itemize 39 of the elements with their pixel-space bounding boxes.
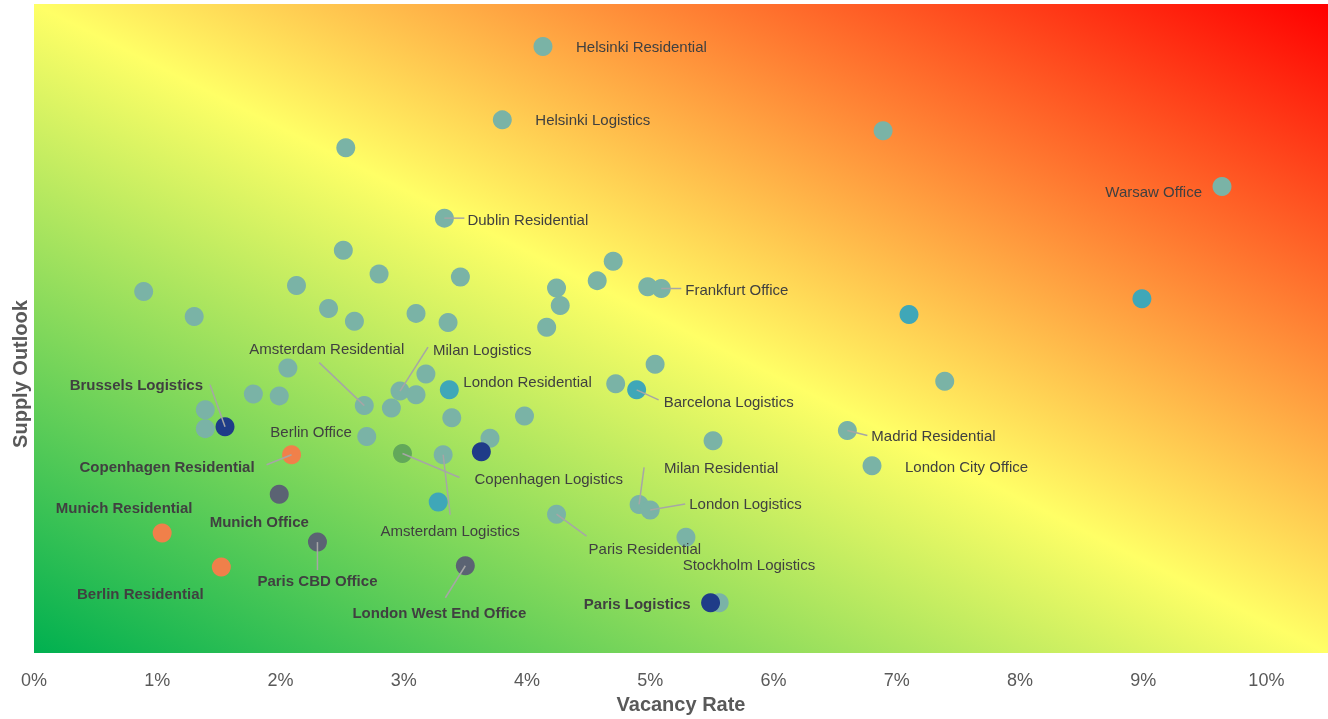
x-tick-label: 2% [267,670,294,691]
annotation: Helsinki Logistics [535,111,651,129]
x-tick-label: 9% [1130,670,1157,691]
x-tick-label: 5% [637,670,664,691]
annotation: Milan Logistics [433,340,532,358]
annotation: Warsaw Office [1105,183,1203,201]
annotation: Munich Residential [55,499,193,517]
annotation: Milan Residential [664,458,779,476]
annotation: Copenhagen Logistics [474,470,623,488]
annotation: Paris Residential [588,539,702,557]
annotation: London West End Office [352,604,527,622]
annotation: Amsterdam Residential [249,340,405,358]
annotation: London City Office [905,458,1029,476]
annotation: Berlin Residential [76,585,204,603]
annotation: Frankfurt Office [685,281,789,299]
x-tick-label: 0% [20,670,48,691]
x-tick-label: 3% [390,670,417,691]
x-tick-label: 8% [1006,670,1033,691]
annotation: Madrid Residential [871,426,996,444]
annotation: Barcelona Logistics [663,393,794,411]
annotation: Brussels Logistics [69,376,204,394]
annotation: Helsinki Residential [575,37,707,55]
annotation: Paris Logistics [583,595,691,613]
annotation: London Residential [463,373,592,391]
x-axis-title: Vacancy Rate [616,693,746,715]
annotation: London Logistics [689,495,802,513]
annotation: Stockholm Logistics [682,555,816,573]
x-tick-label: 7% [883,670,910,691]
x-tick-label: 4% [513,670,540,691]
x-tick-label: 6% [760,670,787,691]
annotation: Dublin Residential [467,210,589,228]
x-tick-label: 10% [1248,670,1285,691]
annotation: Berlin Office [270,423,352,441]
annotation: Munich Office [209,512,309,530]
y-axis-title: Supply Outlook [9,299,31,448]
annotation: Paris CBD Office [257,571,378,589]
x-tick-label: 1% [144,670,171,691]
annotation: Amsterdam Logistics [380,522,520,540]
annotation: Copenhagen Residential [79,458,255,476]
